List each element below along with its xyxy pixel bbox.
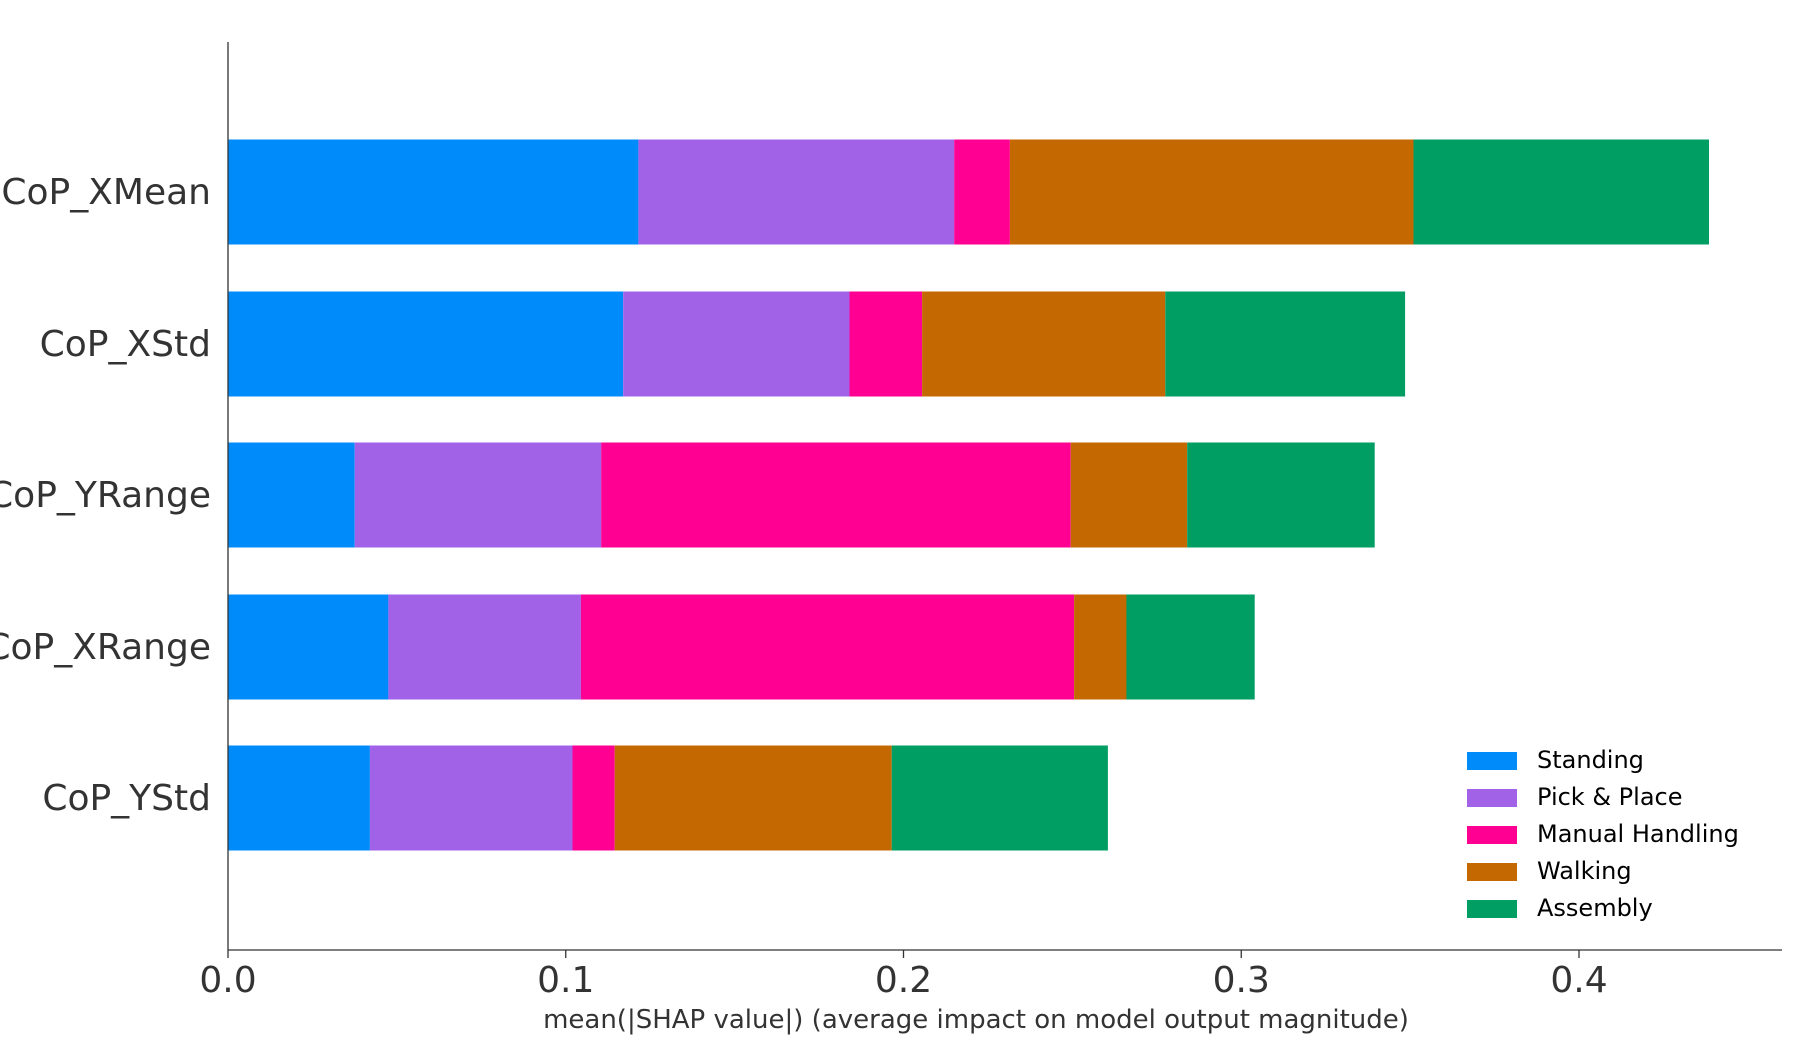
bar-segment-assembly-cop-xmean xyxy=(1413,139,1709,245)
y-tick-label: CoP_XMean xyxy=(1,172,211,213)
bar-segment-manual-handling-cop-xrange xyxy=(580,594,1074,700)
x-axis-label: mean(|SHAP value|) (average impact on mo… xyxy=(543,1005,1409,1035)
legend: Standing Pick & Place Manual Handling Walki… xyxy=(1467,746,1739,922)
bars-group xyxy=(228,139,1709,851)
bar-segment-standing-cop-xmean xyxy=(228,139,639,245)
legend-label: Pick & Place xyxy=(1537,783,1683,811)
legend-label: Assembly xyxy=(1537,894,1653,922)
bar-segment-manual-handling-cop-ystd xyxy=(572,745,615,851)
axes-group xyxy=(227,42,1782,951)
bar-segment-standing-cop-xrange xyxy=(228,594,389,700)
x-tick-label: 0.4 xyxy=(1550,960,1607,1001)
bar-segment-walking-cop-xstd xyxy=(922,291,1166,397)
y-tick-label: CoP_YStd xyxy=(42,778,211,819)
legend-swatch xyxy=(1467,900,1517,918)
y-labels-group: CoP_XMean CoP_XStd CoP_YRange CoP_XRange CoP… xyxy=(0,172,211,819)
bar-segment-assembly-cop-xstd xyxy=(1165,291,1406,397)
bar-segment-walking-cop-xrange xyxy=(1074,594,1127,700)
legend-label: Manual Handling xyxy=(1537,820,1739,848)
x-ticks-group: 0.0 0.1 0.2 0.3 0.4 xyxy=(199,950,1608,1001)
y-tick-label: CoP_YRange xyxy=(0,475,211,516)
legend-label: Standing xyxy=(1537,746,1644,774)
bar-segment-assembly-cop-ystd xyxy=(891,745,1108,851)
bar-segment-walking-cop-xmean xyxy=(1009,139,1414,245)
legend-swatch xyxy=(1467,826,1517,844)
bar-segment-manual-handling-cop-xstd xyxy=(849,291,923,397)
x-tick-label: 0.2 xyxy=(875,960,932,1001)
y-tick-label: CoP_XRange xyxy=(0,627,211,668)
bar-segment-assembly-cop-xrange xyxy=(1126,594,1255,700)
bar-segment-pick-place-cop-xmean xyxy=(638,139,955,245)
bar-segment-walking-cop-yrange xyxy=(1070,442,1188,548)
bar-segment-manual-handling-cop-yrange xyxy=(601,442,1071,548)
bar-segment-manual-handling-cop-xmean xyxy=(954,139,1010,245)
bar-segment-standing-cop-yrange xyxy=(228,442,355,548)
bar-segment-assembly-cop-yrange xyxy=(1187,442,1375,548)
bar-segment-standing-cop-ystd xyxy=(228,745,370,851)
y-tick-label: CoP_XStd xyxy=(40,324,211,365)
bar-segment-pick-place-cop-yrange xyxy=(354,442,602,548)
bar-segment-pick-place-cop-xstd xyxy=(623,291,850,397)
bar-segment-pick-place-cop-xrange xyxy=(388,594,581,700)
legend-swatch xyxy=(1467,863,1517,881)
x-tick-label: 0.0 xyxy=(199,960,256,1001)
legend-label: Walking xyxy=(1537,857,1632,885)
bar-segment-walking-cop-ystd xyxy=(614,745,892,851)
bar-segment-standing-cop-xstd xyxy=(228,291,624,397)
x-tick-label: 0.1 xyxy=(537,960,594,1001)
bar-segment-pick-place-cop-ystd xyxy=(369,745,573,851)
legend-swatch xyxy=(1467,752,1517,770)
legend-swatch xyxy=(1467,789,1517,807)
x-tick-label: 0.3 xyxy=(1213,960,1270,1001)
